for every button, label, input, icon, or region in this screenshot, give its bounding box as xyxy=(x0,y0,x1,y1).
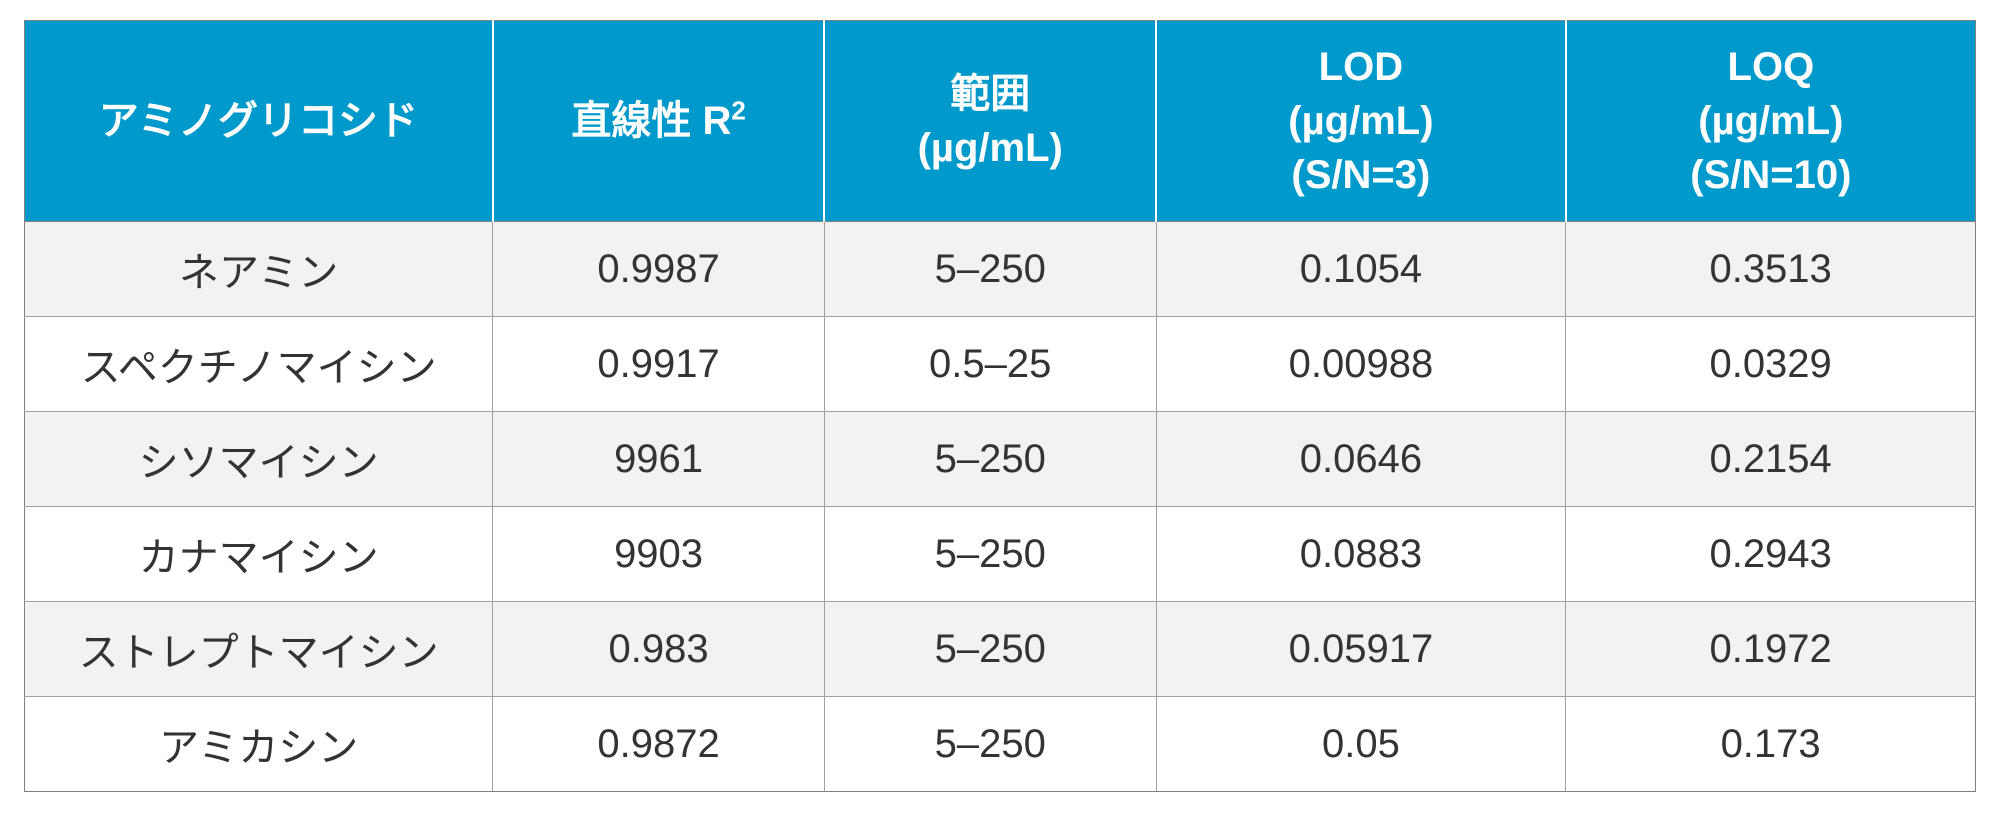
col-aminoglycoside: アミノグリコシド xyxy=(25,21,493,222)
cell-name: ストレプトマイシン xyxy=(25,602,493,697)
header-label: アミノグリコシド xyxy=(99,99,418,143)
cell-loq: 0.0329 xyxy=(1566,317,1976,412)
cell-loq: 0.3513 xyxy=(1566,222,1976,317)
header-label-line1: 範囲 xyxy=(950,72,1030,116)
table-body: ネアミン 0.9987 5–250 0.1054 0.3513 スペクチノマイシ… xyxy=(25,222,1976,792)
table-row: ストレプトマイシン 0.983 5–250 0.05917 0.1972 xyxy=(25,602,1976,697)
cell-name: スペクチノマイシン xyxy=(25,317,493,412)
cell-range: 5–250 xyxy=(824,697,1156,792)
cell-r2: 0.983 xyxy=(493,602,825,697)
cell-lod: 0.05917 xyxy=(1156,602,1566,697)
header-label-line2: (µg/mL) xyxy=(918,126,1063,170)
cell-range: 5–250 xyxy=(824,222,1156,317)
cell-r2: 9961 xyxy=(493,412,825,507)
cell-name: シソマイシン xyxy=(25,412,493,507)
cell-loq: 0.173 xyxy=(1566,697,1976,792)
cell-lod: 0.0883 xyxy=(1156,507,1566,602)
cell-r2: 9903 xyxy=(493,507,825,602)
cell-r2: 0.9987 xyxy=(493,222,825,317)
header-label-line3: (S/N=3) xyxy=(1291,153,1430,197)
cell-lod: 0.0646 xyxy=(1156,412,1566,507)
aminoglycoside-table: アミノグリコシド 直線性 R2 範囲 (µg/mL) LOD (µg/mL) (… xyxy=(24,20,1976,792)
cell-loq: 0.2943 xyxy=(1566,507,1976,602)
cell-loq: 0.2154 xyxy=(1566,412,1976,507)
cell-name: ネアミン xyxy=(25,222,493,317)
table-row: ネアミン 0.9987 5–250 0.1054 0.3513 xyxy=(25,222,1976,317)
cell-lod: 0.05 xyxy=(1156,697,1566,792)
header-label-sup: 2 xyxy=(731,96,745,126)
col-range: 範囲 (µg/mL) xyxy=(824,21,1156,222)
cell-lod: 0.1054 xyxy=(1156,222,1566,317)
cell-r2: 0.9917 xyxy=(493,317,825,412)
cell-range: 5–250 xyxy=(824,602,1156,697)
col-linearity-r2: 直線性 R2 xyxy=(493,21,825,222)
cell-range: 5–250 xyxy=(824,507,1156,602)
header-label-line2: (µg/mL) xyxy=(1288,99,1433,143)
cell-r2: 0.9872 xyxy=(493,697,825,792)
header-label-line3: (S/N=10) xyxy=(1690,153,1851,197)
table-row: アミカシン 0.9872 5–250 0.05 0.173 xyxy=(25,697,1976,792)
cell-range: 0.5–25 xyxy=(824,317,1156,412)
header-label-line1: LOQ xyxy=(1728,45,1815,89)
table-row: カナマイシン 9903 5–250 0.0883 0.2943 xyxy=(25,507,1976,602)
col-loq: LOQ (µg/mL) (S/N=10) xyxy=(1566,21,1976,222)
table-container: アミノグリコシド 直線性 R2 範囲 (µg/mL) LOD (µg/mL) (… xyxy=(0,0,2000,812)
header-label-pre: 直線性 R xyxy=(571,99,731,143)
cell-lod: 0.00988 xyxy=(1156,317,1566,412)
cell-range: 5–250 xyxy=(824,412,1156,507)
table-header-row: アミノグリコシド 直線性 R2 範囲 (µg/mL) LOD (µg/mL) (… xyxy=(25,21,1976,222)
header-label-line2: (µg/mL) xyxy=(1698,99,1843,143)
header-label-line1: LOD xyxy=(1319,45,1403,89)
cell-loq: 0.1972 xyxy=(1566,602,1976,697)
cell-name: アミカシン xyxy=(25,697,493,792)
table-row: スペクチノマイシン 0.9917 0.5–25 0.00988 0.0329 xyxy=(25,317,1976,412)
col-lod: LOD (µg/mL) (S/N=3) xyxy=(1156,21,1566,222)
table-row: シソマイシン 9961 5–250 0.0646 0.2154 xyxy=(25,412,1976,507)
cell-name: カナマイシン xyxy=(25,507,493,602)
